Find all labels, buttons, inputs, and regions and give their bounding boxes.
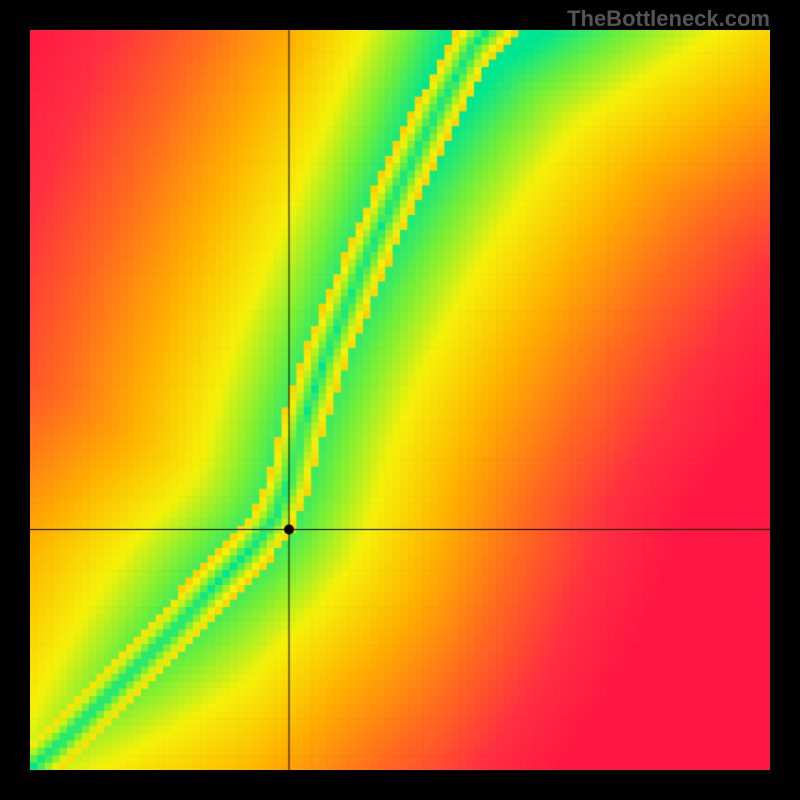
bottleneck-heatmap xyxy=(30,30,770,770)
chart-container: TheBottleneck.com xyxy=(0,0,800,800)
watermark-text: TheBottleneck.com xyxy=(567,6,770,32)
